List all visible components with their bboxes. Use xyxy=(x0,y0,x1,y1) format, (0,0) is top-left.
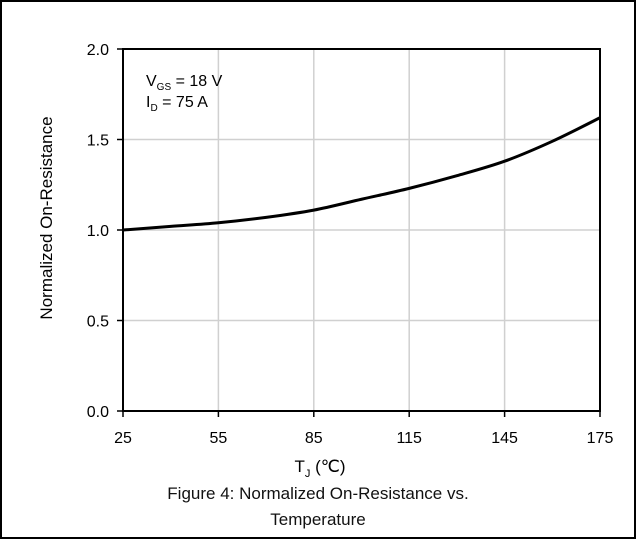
y-tick-label: 1.5 xyxy=(87,133,109,150)
y-tick-label: 1.0 xyxy=(87,223,109,240)
y-tick-label: 0.5 xyxy=(87,314,109,331)
x-tick-label: 25 xyxy=(114,430,132,447)
x-tick-label: 115 xyxy=(396,430,422,447)
x-axis-ticks: 25 55 85 115 145 175 xyxy=(114,411,613,447)
x-tick-label: 55 xyxy=(210,430,228,447)
grid-lines xyxy=(123,49,600,411)
figure-caption-line2: Temperature xyxy=(270,510,366,529)
x-axis-label: TJ (℃) xyxy=(294,457,345,480)
series-line xyxy=(122,116,601,232)
y-axis-label: Normalized On-Resistance xyxy=(37,116,56,319)
x-tick-label: 145 xyxy=(491,430,518,447)
y-axis-ticks: 0.0 0.5 1.0 1.5 2.0 xyxy=(87,42,123,421)
figure-caption-line1: Figure 4: Normalized On-Resistance vs. xyxy=(167,484,469,503)
x-tick-label: 85 xyxy=(305,430,323,447)
y-tick-label: 2.0 xyxy=(87,42,109,59)
x-tick-label: 175 xyxy=(587,430,614,447)
annotation-vgs: VGS = 18 V xyxy=(146,73,223,93)
annotation-id: ID = 75 A xyxy=(146,94,208,114)
y-tick-label: 0.0 xyxy=(87,404,109,421)
